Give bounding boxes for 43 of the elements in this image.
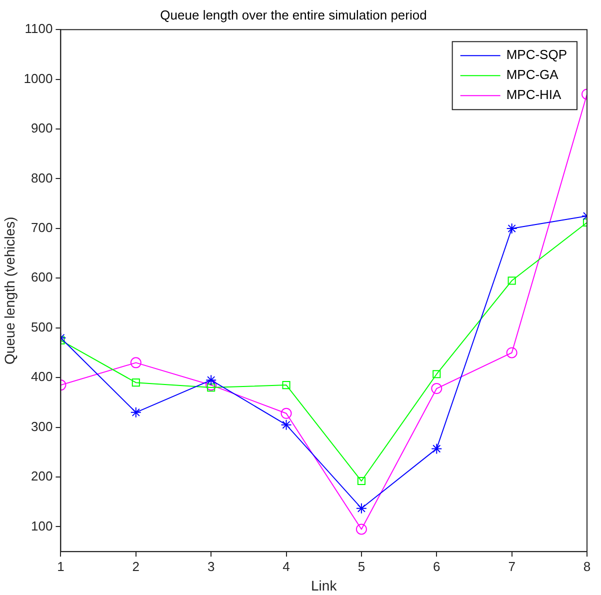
- point: [357, 476, 366, 486]
- point: [431, 443, 442, 454]
- y-tick-label: 900: [31, 120, 53, 136]
- x-axis-title: Link: [311, 577, 338, 594]
- x-tick-label: 5: [358, 558, 366, 574]
- x-tick-label: 4: [282, 558, 290, 574]
- point: [432, 370, 441, 378]
- point: [506, 347, 518, 358]
- x-tick-label: 7: [508, 558, 516, 574]
- point: [207, 384, 216, 392]
- x-tick-label: 3: [207, 558, 215, 574]
- point: [280, 419, 292, 430]
- x-tick-label: 2: [132, 558, 140, 574]
- y-tick-label: 500: [31, 319, 53, 334]
- point: [206, 380, 217, 391]
- legend-label: MPC-GA: [506, 67, 559, 82]
- point: [506, 222, 518, 234]
- x-tick-label: 8: [583, 558, 591, 574]
- point: [508, 276, 516, 285]
- y-tick-label: 1100: [24, 21, 53, 36]
- y-axis-title: Queue length (vehicles): [1, 216, 18, 365]
- point: [130, 406, 142, 418]
- x-tick-label: 6: [433, 558, 440, 574]
- point: [431, 383, 442, 394]
- point: [280, 408, 292, 419]
- point: [356, 524, 367, 535]
- y-tick-label: 200: [31, 468, 53, 484]
- y-tick-label: 800: [31, 170, 53, 186]
- legend-label: MPC-SQP: [506, 47, 567, 62]
- point: [206, 374, 217, 386]
- point: [282, 381, 290, 390]
- legend-label: MPC-HIA: [506, 87, 562, 102]
- x-tick-label: 1: [57, 558, 64, 574]
- point: [132, 378, 140, 387]
- chart-title: Queue length over the entire simulation period: [160, 7, 427, 22]
- y-tick-label: 1000: [24, 70, 53, 86]
- point: [130, 357, 142, 368]
- y-tick-label: 300: [31, 418, 53, 434]
- y-tick-label: 400: [31, 369, 53, 384]
- y-tick-label: 600: [31, 270, 53, 285]
- y-tick-label: 700: [31, 220, 53, 236]
- y-tick-label: 100: [31, 518, 53, 534]
- point: [356, 502, 367, 514]
